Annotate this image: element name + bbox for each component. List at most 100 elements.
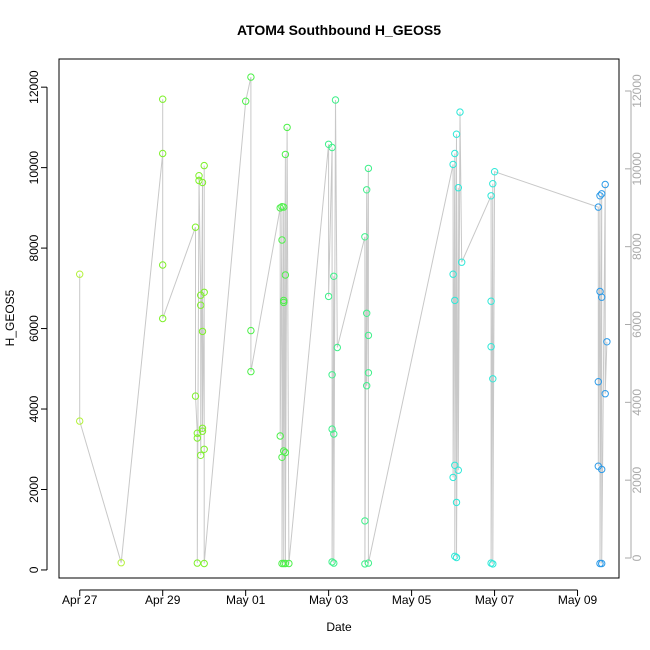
x-tick-label: Apr 29 [145,593,181,607]
data-point [198,424,207,432]
data-point [454,466,462,474]
data-point [594,203,602,211]
data-point [193,429,202,437]
x-tick-label: May 07 [475,593,515,607]
data-point [449,160,457,169]
data-point [242,97,250,105]
data-point [330,272,338,280]
x-tick-label: May 05 [392,593,432,607]
y-axis-label: H_GEOS5 [3,289,17,346]
data-point [361,517,369,525]
data-point [276,204,284,212]
data-point [361,560,369,568]
data-point [200,288,208,296]
data-point [200,559,208,568]
data-point [363,382,371,390]
axes: Apr 27 Apr 29 May 01 May 03 May 05 May 07 May … [27,58,644,607]
data-point [247,326,255,335]
data-point [330,559,338,567]
data-point [330,430,338,438]
data-point [603,338,611,346]
data-point [280,298,288,307]
data-point [452,130,461,138]
data-point [281,559,290,568]
data-point [601,390,609,398]
data-point [596,192,604,200]
y-right-tick-label: 6000 [630,311,644,338]
y-tick-label: 4000 [27,395,41,422]
y-tick-label: 10000 [27,151,41,185]
data-point [458,258,466,266]
y-right-tick-label: 4000 [630,389,644,416]
data-point [191,392,200,400]
data-point [324,292,333,301]
data-point [247,73,255,81]
data-point [489,375,497,383]
data-point [280,203,288,211]
data-point [193,434,202,442]
data-point [281,448,290,457]
x-tick-label: Apr 27 [62,593,98,607]
series-lines [79,76,608,564]
data-point [159,95,167,103]
data-point [456,108,464,116]
data-point [328,143,336,152]
data-point [451,296,459,305]
data-point [198,178,207,187]
data-point [598,190,606,198]
data-point [490,168,499,176]
data-point [281,271,290,279]
data-point [487,297,495,305]
data-point [281,150,290,159]
data-point [451,461,459,469]
data-point [451,149,459,158]
data-point [117,559,125,567]
x-axis-label: Date [326,620,352,634]
data-point [364,369,373,377]
data-point [200,445,208,453]
data-point [76,417,84,425]
data-point [363,186,371,194]
data-point [489,180,497,188]
data-point [598,559,606,568]
data-point [76,270,84,278]
series-line [79,76,608,564]
data-point [197,451,205,459]
data-point [198,427,207,435]
data-point [363,309,371,317]
data-point [328,425,336,433]
data-point [333,343,341,352]
data-point [598,293,606,301]
data-point [361,233,369,241]
data-point [278,236,286,244]
data-point [280,447,288,455]
y-right-tick-label: 0 [630,554,644,561]
data-point [364,164,373,173]
data-point [280,296,288,305]
y-tick-label: 8000 [27,234,41,261]
data-point [276,432,284,440]
data-point [487,343,495,351]
data-point [191,223,200,231]
data-point [601,180,609,189]
data-point [449,473,457,482]
data-point [328,558,336,566]
data-point [594,378,602,386]
data-point [598,465,606,474]
data-point [285,559,293,568]
y-tick-label: 0 [27,566,41,573]
data-point [364,559,373,567]
data-point [198,327,207,336]
x-tick-label: May 03 [309,593,349,607]
data-point [487,192,495,200]
data-point [159,314,167,323]
plot-frame [58,58,620,579]
data-point [159,261,167,269]
y-right-tick-label: 2000 [630,466,644,493]
data-point [328,371,336,379]
y-right-tick-label: 12000 [630,74,644,108]
data-point [454,184,462,192]
y-tick-label: 12000 [27,70,41,104]
data-point [200,161,208,170]
